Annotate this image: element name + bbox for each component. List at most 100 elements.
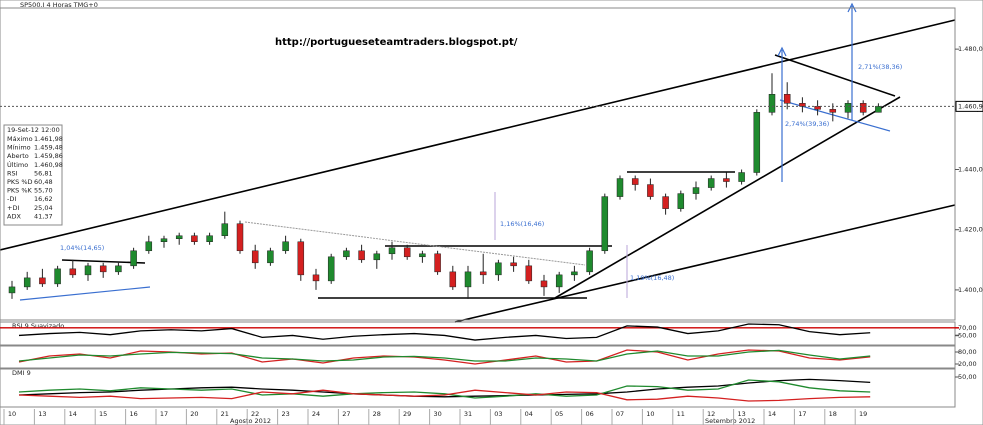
candle-body [616, 178, 624, 197]
indicator-line [18, 323, 871, 341]
y-tick-label: 1.420,00 [958, 226, 983, 234]
candle-body [875, 106, 882, 113]
panel-frame [0, 345, 956, 369]
blue-trend [19, 286, 151, 301]
candle-body [343, 250, 350, 258]
info-value: 1.460,98 [34, 161, 63, 169]
arrow-heads [777, 2, 857, 57]
candle-body [358, 250, 365, 261]
candle-body [677, 193, 685, 209]
candle-body [99, 265, 107, 273]
x-tick-label: 17 [798, 410, 806, 418]
candle-body [312, 274, 320, 282]
panel-frame [0, 321, 956, 346]
x-tick-label: 15 [99, 410, 107, 418]
candle-body [130, 250, 137, 267]
x-tick-label: 10 [8, 410, 16, 418]
panel-title: DMI 9 [12, 369, 31, 377]
indicator-line [18, 379, 871, 399]
panel-frame [0, 7, 956, 321]
x-tick-label: 24 [312, 410, 320, 418]
panel-frame [0, 368, 956, 408]
candle-body [434, 253, 441, 273]
indicator-line [18, 378, 871, 398]
candle-body [525, 265, 533, 282]
x-tick-label: 22 [251, 410, 259, 418]
candle-body [327, 256, 335, 282]
x-tick-label: 11 [677, 410, 685, 418]
candle-body [692, 187, 700, 194]
candle-body [540, 280, 548, 288]
x-tick-label: 04 [525, 410, 533, 418]
x-tick-label: 30 [433, 410, 441, 418]
candle-body [586, 250, 593, 273]
candle-body [723, 178, 730, 182]
x-tick-label: 28 [373, 410, 381, 418]
candle-body [601, 196, 609, 252]
candle-body [510, 262, 517, 267]
url: http://portugueseteamtraders.blogspot.pt… [275, 37, 518, 48]
candle-body [555, 274, 563, 288]
candle-body [373, 253, 381, 261]
triangle-bottom [779, 99, 891, 132]
annotation: 2,74%(39,36) [785, 120, 829, 128]
x-tick-label: 17 [160, 410, 168, 418]
y-tick-label: 1.400,00 [958, 286, 983, 294]
candle-body [160, 238, 168, 242]
x-tick-label: 21 [221, 410, 229, 418]
x-tick-label: 16 [129, 410, 137, 418]
info-label: +DI [7, 204, 19, 212]
info-label: Aberto [7, 152, 29, 160]
candle-body [54, 268, 61, 285]
panel-title: RSI 9 Suavizado [12, 322, 64, 330]
x-tick-label: 12 [707, 410, 715, 418]
x-tick-label: 07 [616, 410, 624, 418]
candle-body [753, 112, 761, 173]
y-tick-label: 50,00 [958, 373, 977, 381]
dotted-line [244, 221, 586, 266]
last-price-box [955, 100, 983, 112]
info-value: 16,62 [34, 195, 53, 203]
x-tick-label: 14 [69, 410, 77, 418]
info-label: RSI [7, 169, 18, 177]
info-value: 55,70 [34, 187, 53, 195]
candle-body [206, 235, 213, 242]
candle-body [115, 265, 122, 273]
candle-body [844, 103, 852, 113]
candle-body [707, 178, 715, 188]
candle-body [495, 262, 502, 276]
candle-body [191, 235, 198, 242]
candle-body [799, 103, 806, 107]
candle-body [449, 271, 457, 288]
x-tick-label: 13 [38, 410, 46, 418]
info-label: Máximo [7, 135, 33, 143]
info-value: 1.459,48 [34, 144, 63, 152]
candle-body [403, 247, 411, 258]
channel-upper [0, 19, 956, 251]
candle-body [175, 235, 183, 239]
trendlines [0, 19, 956, 323]
candle-body [236, 223, 244, 252]
y-tick-label: 50,00 [958, 331, 977, 339]
candle-body [662, 196, 669, 209]
annotation: 1,19%(16,48) [630, 274, 674, 282]
candle-body [267, 250, 274, 264]
triangle-top [774, 54, 896, 97]
candle-body [221, 223, 229, 236]
indicator-line [18, 349, 871, 365]
info-value: 41,37 [34, 212, 53, 220]
info-box [3, 124, 63, 226]
info-value: 25,04 [34, 204, 53, 212]
info-label: ADX [7, 212, 21, 220]
candle-body [783, 94, 791, 104]
x-tick-label: 14 [768, 410, 776, 418]
info-label: Último [7, 160, 28, 169]
info-value: 60,48 [34, 178, 53, 186]
x-tick-label: 23 [281, 410, 289, 418]
candle-body [251, 250, 259, 264]
candle-body [69, 268, 77, 276]
blue-lines [19, 2, 891, 301]
channel-lower [454, 204, 956, 323]
candle-body [631, 178, 639, 185]
